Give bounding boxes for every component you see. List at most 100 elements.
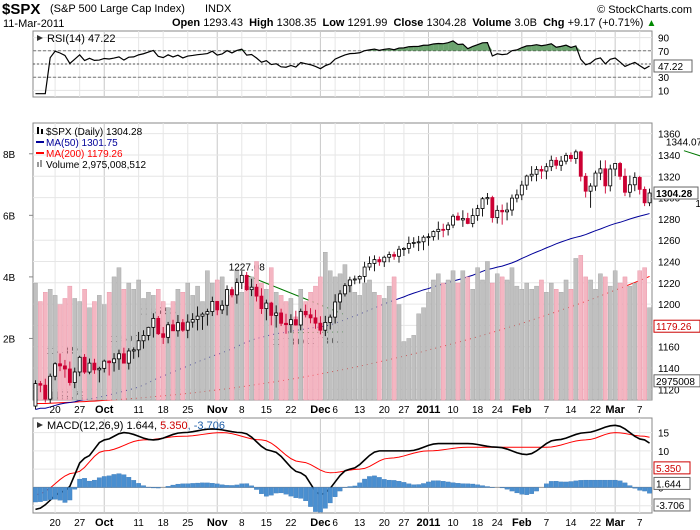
- candle-body: [249, 286, 254, 291]
- macd-histogram-bar: [106, 475, 112, 488]
- price-tag-box: [653, 319, 700, 333]
- candle: [166, 321, 171, 344]
- candle-body: [441, 228, 446, 231]
- macd-histogram-bar: [332, 487, 338, 497]
- volume-bar: [460, 270, 466, 401]
- x-axis-labels: 20 27 Oct 11 18 25 Nov 8 15 22 Dec 6 13 20 27 2011 10 18 2…: [50, 404, 643, 529]
- price-annotation: 1344.07: [666, 138, 700, 149]
- volume-bar: [97, 295, 102, 401]
- macd-histogram-bar: [67, 487, 73, 501]
- close-label: Close: [393, 17, 424, 29]
- volume-bar: [514, 285, 520, 401]
- candle: [382, 255, 387, 267]
- macd-histogram-bar: [548, 481, 554, 488]
- candle: [185, 314, 190, 339]
- x-tick-label-main: 7: [544, 405, 550, 416]
- volume-bar: [544, 292, 549, 401]
- macd-histogram-bar: [367, 476, 372, 488]
- candle-body: [63, 365, 67, 370]
- volume-bar: [293, 316, 299, 401]
- volume-bar: [470, 289, 475, 401]
- candle-body: [284, 322, 288, 326]
- volume-bar: [386, 285, 392, 401]
- candle: [534, 166, 539, 182]
- macd-histogram-bar: [632, 487, 638, 489]
- macd-histogram-bar: [214, 483, 220, 488]
- macd-histogram-bar: [185, 483, 191, 488]
- candle-body: [372, 259, 377, 264]
- price-tick-label: 1200: [658, 300, 681, 311]
- macd-histogram-bar: [435, 480, 441, 488]
- volume-bar: [77, 301, 82, 401]
- rsi-overbought-fill: [428, 43, 434, 51]
- volume-bar: [278, 295, 284, 401]
- volume-bar: [588, 279, 593, 401]
- macd-histogram-bar: [514, 487, 520, 494]
- candle: [102, 359, 107, 373]
- candle-body: [426, 236, 431, 239]
- chg-up-icon: ▲: [646, 18, 657, 29]
- macd-histogram-bar: [308, 487, 313, 507]
- candle-body: [588, 185, 593, 192]
- macd-histogram-bar: [33, 487, 38, 503]
- candle-body: [298, 310, 303, 326]
- candle-body: [632, 177, 637, 186]
- macd-histogram-bar: [524, 487, 530, 495]
- macd-histogram-bar: [313, 487, 318, 512]
- candle: [87, 358, 92, 375]
- x-tick-label-main: Feb: [512, 404, 532, 416]
- candle: [279, 308, 284, 327]
- macd-histogram-bar: [362, 478, 367, 488]
- macd-histogram-bar: [372, 475, 377, 488]
- candle-body: [583, 175, 588, 192]
- candle-body: [397, 248, 401, 257]
- volume-bar: [165, 307, 171, 401]
- macd-histogram-bar: [180, 483, 186, 488]
- macd-histogram-bar: [558, 481, 564, 488]
- candle-body: [48, 375, 53, 400]
- macd-label-hist: , -3.706: [188, 420, 225, 432]
- x-tick-label-main: 18: [472, 405, 484, 416]
- price-tick-label: 1360: [658, 130, 681, 141]
- candle-body: [82, 356, 87, 373]
- x-tick-label-main: 22: [285, 405, 297, 416]
- volume-bar: [67, 285, 73, 401]
- chart-date: 11-Mar-2011: [3, 18, 65, 30]
- x-tick-label-main: 18: [158, 405, 170, 416]
- volume-bar: [160, 301, 166, 401]
- candle-body: [126, 350, 131, 364]
- candle: [500, 204, 505, 225]
- candle: [239, 271, 244, 289]
- volume-bar: [436, 273, 441, 401]
- price-annotation: 1227.08: [229, 262, 266, 273]
- chart-symbol: $SPX: [2, 1, 41, 18]
- candle-body: [642, 188, 647, 204]
- macd-histogram-bar: [598, 479, 603, 488]
- x-tick-label-macd: 18: [472, 518, 484, 529]
- candle-body: [333, 301, 338, 318]
- macd-histogram-bar: [136, 483, 141, 488]
- candle: [647, 188, 652, 207]
- candle: [264, 299, 269, 321]
- candle-body: [38, 383, 43, 386]
- candle: [97, 366, 102, 383]
- candle-body: [210, 301, 215, 312]
- legend-candle-icon: [41, 129, 43, 134]
- volume-bar: [578, 255, 584, 401]
- volume-value: 3.0B: [514, 17, 537, 29]
- macd-label-signal: 5.350: [160, 420, 188, 432]
- macd-histogram-bar: [92, 479, 97, 488]
- macd-histogram-bar: [293, 487, 299, 498]
- volume-bar: [598, 273, 603, 401]
- candle-body: [43, 384, 48, 400]
- rsi-overbought-fill: [521, 45, 527, 51]
- macd-histogram-bar: [426, 481, 431, 488]
- rsi-last-value: 47.22: [658, 62, 683, 73]
- volume-bar: [219, 276, 225, 401]
- rsi-label-icon: [37, 35, 43, 41]
- macd-histogram-bar: [642, 487, 647, 492]
- candle-body: [598, 168, 603, 174]
- x-tick-label-main: 11: [133, 405, 144, 416]
- volume-bar: [396, 304, 402, 401]
